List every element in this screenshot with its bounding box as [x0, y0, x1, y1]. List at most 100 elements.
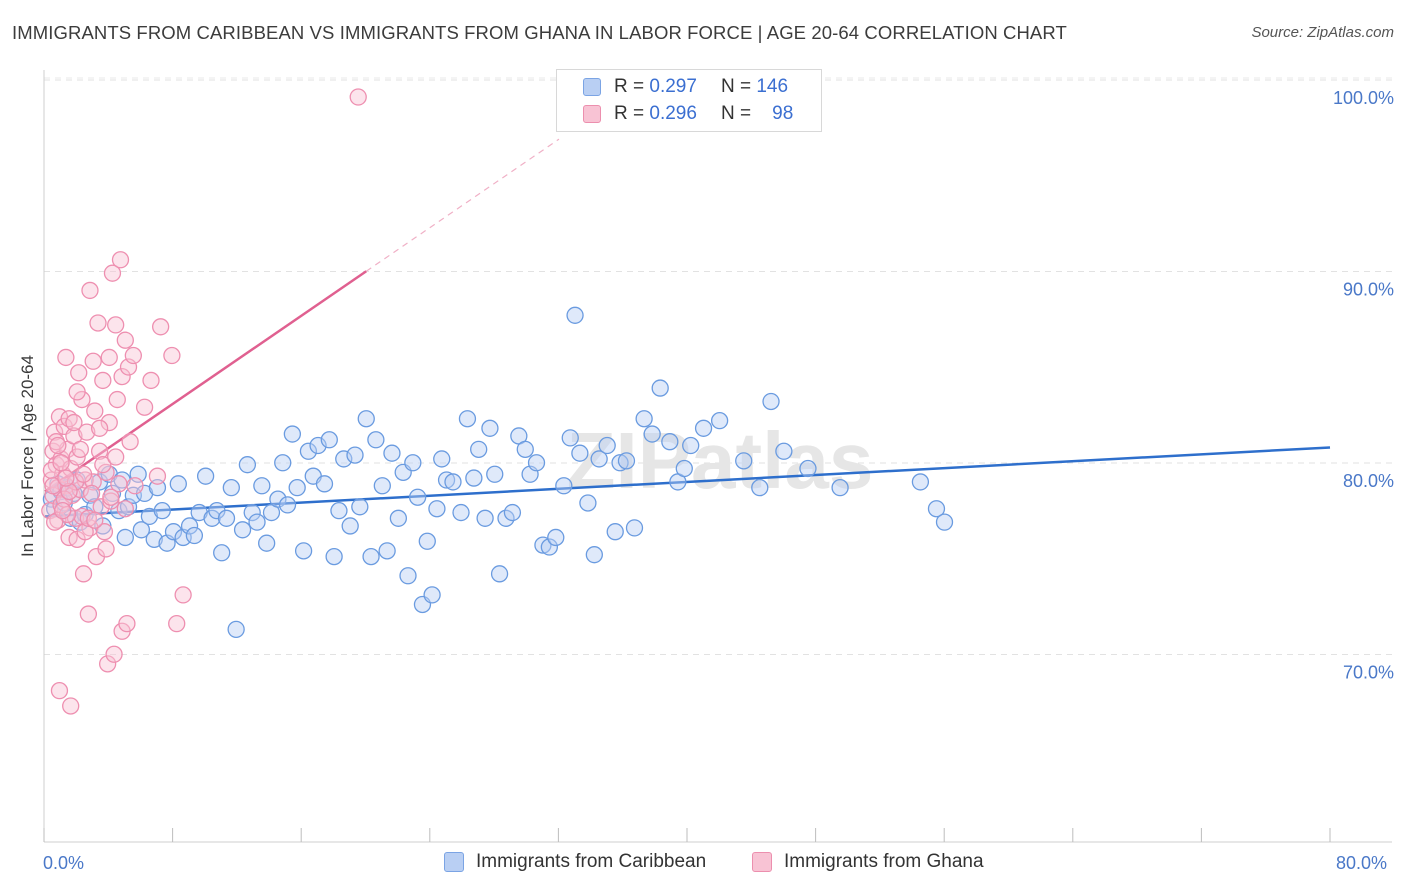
point-caribbean-42 — [227, 620, 245, 639]
point-caribbean-113 — [625, 519, 644, 537]
point-ghana-46 — [100, 413, 118, 432]
point-caribbean-125 — [762, 392, 780, 411]
point-ghana-90 — [90, 419, 109, 437]
point-ghana-79 — [71, 440, 89, 459]
point-ghana-71 — [50, 682, 69, 700]
point-caribbean-100 — [540, 538, 559, 556]
point-caribbean-109 — [598, 436, 616, 455]
point-ghana-21 — [66, 509, 85, 527]
point-caribbean-55 — [294, 542, 313, 560]
trend-line-ghana — [44, 270, 367, 493]
point-caribbean-122 — [710, 411, 729, 430]
point-ghana-32 — [81, 281, 99, 300]
legend-row-ghana: R = 0.296 N = 98 — [557, 101, 793, 127]
point-caribbean-124 — [751, 479, 769, 497]
legend-r-label: R = — [614, 76, 645, 97]
point-ghana-85 — [68, 383, 86, 401]
point-ghana-50 — [107, 316, 125, 334]
point-ghana-70 — [349, 88, 367, 106]
point-caribbean-71 — [378, 542, 396, 560]
point-ghana-47 — [102, 492, 120, 510]
point-caribbean-99 — [534, 536, 552, 554]
point-caribbean-116 — [651, 379, 669, 397]
point-ghana-45 — [100, 348, 118, 367]
point-caribbean-50 — [269, 490, 287, 508]
point-caribbean-85 — [452, 503, 470, 522]
y-tick-labels: 100.0% 90.0% 80.0% 70.0% — [1333, 88, 1394, 683]
bottom-legend-swatch-caribbean — [444, 852, 464, 872]
point-caribbean-103 — [561, 429, 579, 447]
point-caribbean-86 — [458, 410, 477, 428]
watermark: ZIPatlas — [567, 416, 874, 505]
bottom-legend-label-ghana: Immigrants from Ghana — [784, 851, 984, 872]
point-caribbean-28 — [153, 501, 171, 520]
point-caribbean-65 — [346, 446, 364, 464]
point-ghana-24 — [70, 364, 88, 382]
point-caribbean-69 — [367, 431, 385, 449]
y-tick-label-1: 90.0% — [1343, 280, 1394, 300]
point-caribbean-128 — [831, 479, 849, 497]
axes — [43, 70, 1392, 843]
point-ghana-62 — [126, 477, 144, 495]
point-ghana-63 — [135, 398, 154, 416]
point-caribbean-66 — [351, 498, 369, 516]
point-caribbean-67 — [357, 410, 375, 428]
point-caribbean-130 — [927, 500, 946, 518]
point-caribbean-63 — [335, 450, 353, 468]
point-caribbean-80 — [423, 586, 441, 604]
point-ghana-53 — [111, 251, 130, 269]
point-caribbean-106 — [579, 494, 597, 512]
point-ghana-38 — [89, 314, 107, 332]
point-caribbean-30 — [164, 523, 183, 541]
point-ghana-48 — [103, 264, 122, 282]
point-caribbean-83 — [437, 471, 456, 489]
point-caribbean-117 — [661, 433, 679, 451]
point-ghana-91 — [79, 509, 98, 527]
point-ghana-34 — [84, 352, 102, 370]
point-ghana-51 — [108, 390, 126, 409]
point-caribbean-51 — [274, 454, 292, 472]
bottom-legend-label-caribbean: Immigrants from Caribbean — [476, 851, 707, 872]
point-caribbean-43 — [233, 521, 252, 539]
point-ghana-96 — [57, 469, 75, 487]
point-caribbean-127 — [799, 459, 817, 478]
bottom-legend: Immigrants from Caribbean Immigrants fro… — [0, 851, 1406, 877]
point-caribbean-48 — [258, 534, 276, 552]
trend-line-ghana-extension — [365, 138, 560, 272]
point-ghana-84 — [52, 454, 70, 472]
source-label: Source: ZipAtlas.com — [1251, 24, 1394, 41]
legend-r-label: R = — [614, 103, 645, 124]
point-caribbean-79 — [418, 532, 436, 550]
point-caribbean-34 — [185, 526, 204, 545]
point-caribbean-121 — [694, 419, 713, 437]
point-ghana-30 — [78, 423, 96, 441]
point-ghana-36 — [86, 402, 104, 420]
point-caribbean-40 — [217, 509, 236, 527]
x-tick-label-max: 80.0% — [1336, 853, 1388, 873]
point-caribbean-101 — [547, 528, 565, 547]
point-caribbean-36 — [196, 467, 215, 485]
point-caribbean-89 — [476, 509, 494, 527]
point-ghana-57 — [116, 500, 134, 518]
point-ghana-66 — [151, 318, 170, 336]
point-caribbean-26 — [145, 530, 163, 549]
point-caribbean-123 — [735, 452, 753, 470]
legend-n-value: 98 — [772, 103, 794, 124]
data-points — [41, 88, 954, 715]
point-ghana-49 — [105, 645, 123, 663]
point-caribbean-45 — [243, 503, 261, 522]
legend-swatch-ghana — [583, 105, 601, 123]
point-ghana-82 — [76, 523, 94, 541]
point-caribbean-81 — [428, 500, 446, 518]
trend-line-caribbean — [44, 446, 1331, 518]
point-caribbean-56 — [299, 442, 318, 460]
legend-n-label: N = — [720, 103, 752, 124]
point-caribbean-96 — [516, 440, 534, 459]
trend-lines — [44, 138, 1331, 518]
point-caribbean-59 — [315, 475, 334, 493]
point-caribbean-72 — [383, 444, 401, 462]
point-caribbean-68 — [362, 547, 380, 566]
point-ghana-39 — [90, 442, 109, 460]
point-ghana-76 — [65, 413, 83, 432]
